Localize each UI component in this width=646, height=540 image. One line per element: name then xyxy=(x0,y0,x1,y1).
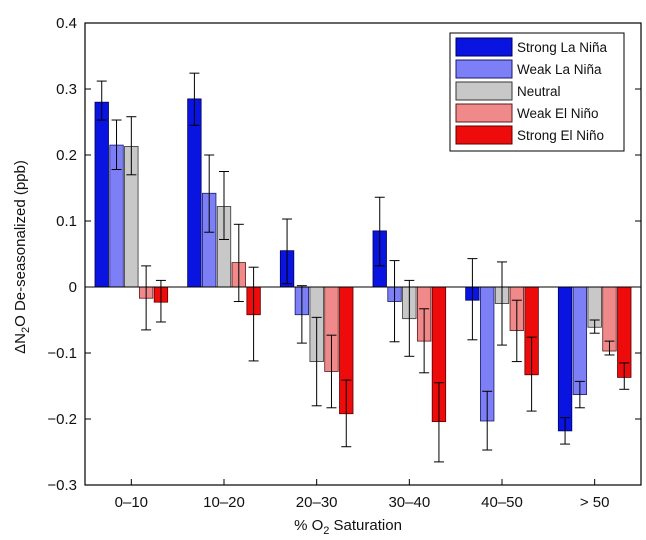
y-tick-label: 0.2 xyxy=(56,147,77,164)
legend-label: Weak El Niño xyxy=(517,106,599,121)
x-tick-label: 10–20 xyxy=(203,494,245,511)
legend-item: Strong La Niña xyxy=(455,37,608,57)
legend-swatch xyxy=(455,81,513,101)
x-axis: 0–10 10–20 20–30 30–40 40–50 > 50 xyxy=(115,479,610,511)
y-tick-label: −0.1 xyxy=(47,345,77,362)
bar xyxy=(557,286,573,432)
y-tick-label: 0 xyxy=(69,279,77,296)
x-tick-label: > 50 xyxy=(580,494,610,511)
y-axis: −0.3 −0.2 −0.1 0 0.1 0.2 0.3 0.4 xyxy=(47,15,641,494)
bar xyxy=(187,98,202,288)
x-tick-label: 20–30 xyxy=(296,494,338,511)
bar xyxy=(94,101,109,288)
legend: Strong La Niña Weak La Niña Neutral Weak… xyxy=(449,32,625,152)
error-bars-layer xyxy=(96,72,630,463)
x-axis-label: % O2 Saturation xyxy=(294,517,402,537)
y-tick-label: 0.3 xyxy=(56,81,77,98)
legend-swatch xyxy=(455,37,513,57)
legend-label: Strong El Niño xyxy=(517,128,604,143)
legend-item: Strong El Niño xyxy=(455,125,604,145)
legend-swatch xyxy=(455,125,513,145)
y-tick-label: 0.4 xyxy=(56,15,77,32)
x-tick-label: 0–10 xyxy=(115,494,148,511)
legend-item: Weak La Niña xyxy=(455,59,602,79)
bar xyxy=(572,286,588,395)
y-axis-label: ΔN2O De-seasonalized (ppb) xyxy=(12,160,32,354)
y-tick-label: 0.1 xyxy=(56,213,77,230)
y-tick-label: −0.2 xyxy=(47,411,77,428)
x-tick-label: 40–50 xyxy=(481,494,523,511)
x-tick-label: 30–40 xyxy=(388,494,430,511)
y-tick-label: −0.3 xyxy=(47,477,77,494)
legend-item: Weak El Niño xyxy=(455,103,599,123)
legend-label: Weak La Niña xyxy=(517,62,602,77)
legend-swatch xyxy=(455,59,513,79)
legend-label: Strong La Niña xyxy=(517,40,608,55)
legend-label: Neutral xyxy=(517,84,561,99)
plot-frame xyxy=(84,22,642,486)
legend-swatch xyxy=(455,103,513,123)
legend-item: Neutral xyxy=(455,81,561,101)
